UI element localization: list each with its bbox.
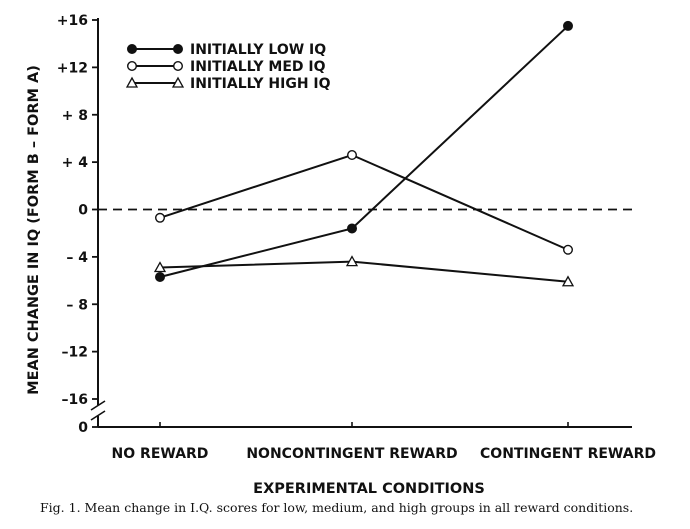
figure-caption: Fig. 1. Mean change in I.Q. scores for l… [40,500,634,515]
axis-break-mark [90,400,106,411]
series-line [159,153,569,251]
data-point [347,150,358,161]
series-0 [154,20,574,283]
legend-marker [125,76,139,88]
data-point [347,223,358,234]
legend-label: INITIALLY HIGH IQ [190,76,331,92]
data-point [563,20,574,31]
series-line [159,260,569,283]
series-2 [153,255,575,287]
y-ticks: +16 +12 + 8 + 4 0 – 4 – 8 –12 –16 0 [57,13,98,436]
data-point [561,275,575,287]
legend-label: INITIALLY MED IQ [190,59,326,75]
y-tick-label: 0 [78,203,88,219]
data-point [154,272,165,283]
y-tick-label: –12 [62,345,88,361]
legend-marker [171,76,185,88]
data-point [345,255,359,267]
y-tick-label: –16 [62,392,88,408]
y-tick-label: +16 [57,13,88,29]
x-categories: NO REWARD NONCONTINGENT REWARD CONTINGENT … [112,422,656,462]
y-tick-label: – 4 [66,250,88,266]
x-axis-label: EXPERIMENTAL CONDITIONS [253,481,485,497]
y-tick-label-break: 0 [78,420,88,436]
series-1 [154,150,574,255]
x-category-label: NO REWARD [112,446,209,462]
y-tick-label: +12 [57,60,88,76]
data-point [563,244,574,255]
axis-break-mark [90,410,106,421]
x-category-label: CONTINGENT REWARD [480,446,656,462]
legend-label: INITIALLY LOW IQ [190,42,326,58]
series-group [153,20,575,287]
data-point [154,212,165,223]
axes [90,18,632,428]
legend-marker [172,61,183,72]
legend-marker [126,44,137,55]
y-tick-label: + 4 [62,155,89,171]
legend-marker [126,61,137,72]
legend-marker [172,44,183,55]
y-tick-label: + 8 [62,108,88,124]
y-axis-label: MEAN CHANGE IN IQ (FORM B – FORM A) [26,65,42,395]
x-category-label: NONCONTINGENT REWARD [246,446,457,462]
data-point [153,261,167,273]
y-tick-label: – 8 [66,297,88,313]
